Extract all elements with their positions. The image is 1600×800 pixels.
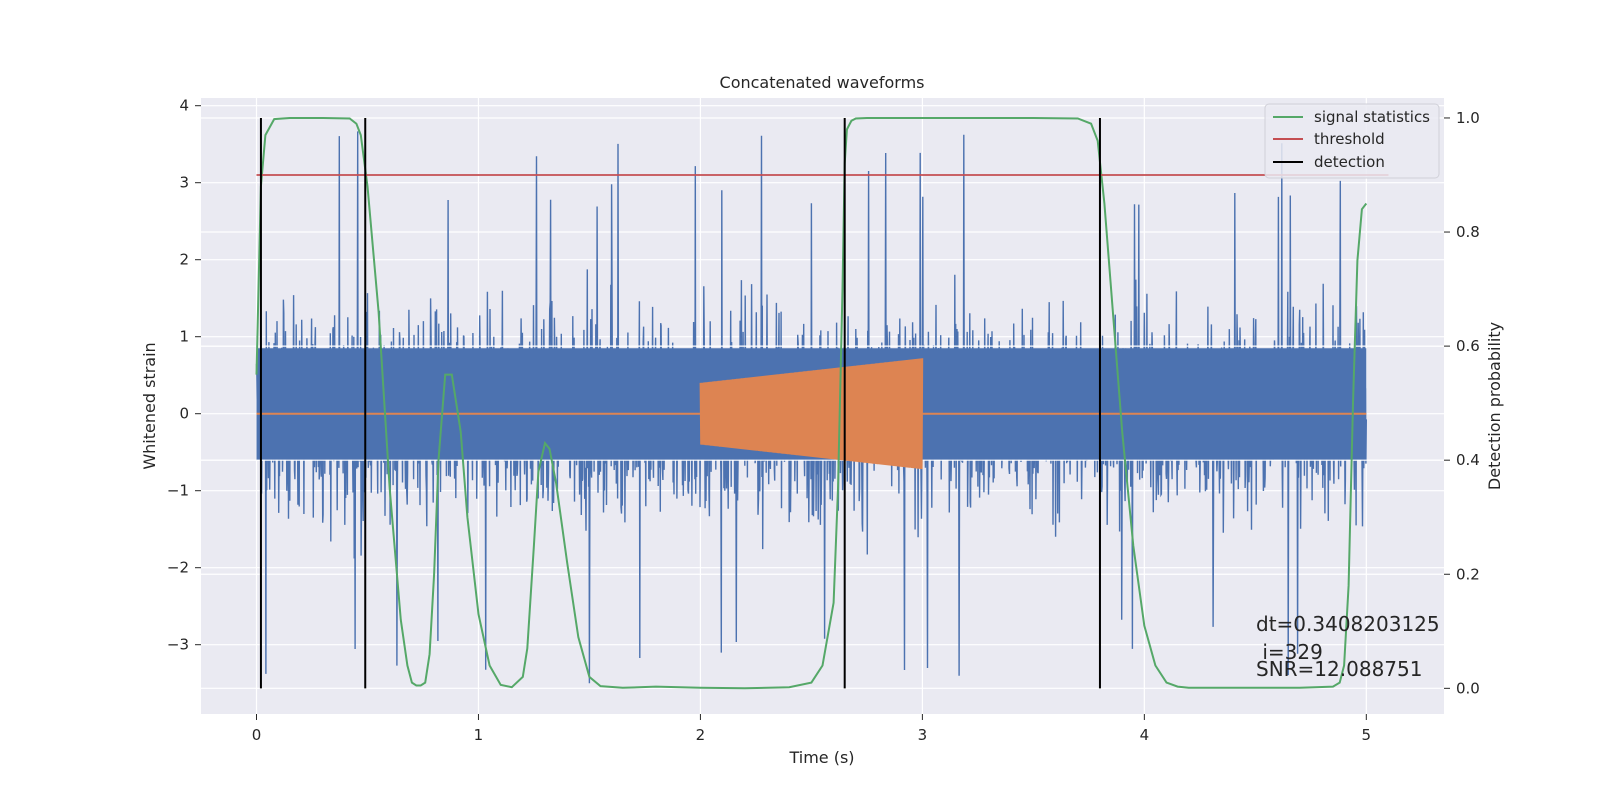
x-axis-label: Time (s): [788, 748, 854, 767]
x-tick-label: 1: [474, 726, 484, 744]
x-tick-label: 5: [1362, 726, 1372, 744]
x-tick-label: 0: [252, 726, 262, 744]
y2-tick-label: 0.2: [1456, 565, 1480, 583]
y-tick-label: 2: [179, 251, 189, 269]
legend-box: [1264, 103, 1440, 179]
x-tick-label: 2: [696, 726, 706, 744]
y-tick-label: 1: [179, 328, 189, 346]
x-tick-label: 4: [1140, 726, 1150, 744]
x-tick-label: 3: [918, 726, 928, 744]
legend: signal statistics threshold detection: [1264, 103, 1440, 179]
y2-tick-label: 0.6: [1456, 337, 1480, 355]
signal-statistics-line: [255, 117, 1368, 690]
detection-lines: [259, 117, 1101, 689]
y-tick-label: 0: [179, 405, 189, 423]
annotation-snr: SNR=12.088751: [1256, 657, 1422, 681]
y-tick-label: −3: [167, 636, 189, 654]
annotation-index: i=329: [1256, 640, 1323, 664]
y2-axis-label: Detection probability: [1485, 322, 1504, 490]
legend-label-threshold: threshold: [1314, 130, 1385, 148]
y-tick-label: −2: [167, 559, 189, 577]
legend-label-detection: detection: [1314, 153, 1385, 171]
y2-tick-label: 0.4: [1456, 451, 1480, 469]
annotation-dt: dt=0.3408203125: [1256, 612, 1440, 636]
x-axis-ticks: 0 1 2 3 4 5: [252, 714, 1371, 744]
y2-tick-label: 0.8: [1456, 223, 1480, 241]
chart-title: Concatenated waveforms: [720, 73, 925, 92]
y-axis-label: Whitened strain: [140, 342, 159, 469]
y-tick-label: 4: [179, 97, 189, 115]
template-series-line: [699, 358, 924, 470]
y-tick-label: −1: [167, 482, 189, 500]
y-tick-label: 3: [179, 174, 189, 192]
y-axis-ticks: −3 −2 −1 0 1 2 3 4: [167, 97, 201, 654]
legend-label-signal-statistics: signal statistics: [1314, 108, 1430, 126]
y2-tick-label: 1.0: [1456, 109, 1480, 127]
plot-clip-group: [201, 117, 1444, 690]
y2-tick-label: 0.0: [1456, 679, 1480, 697]
y2-axis-ticks: 0.0 0.2 0.4 0.6 0.8 1.0: [1444, 109, 1480, 697]
